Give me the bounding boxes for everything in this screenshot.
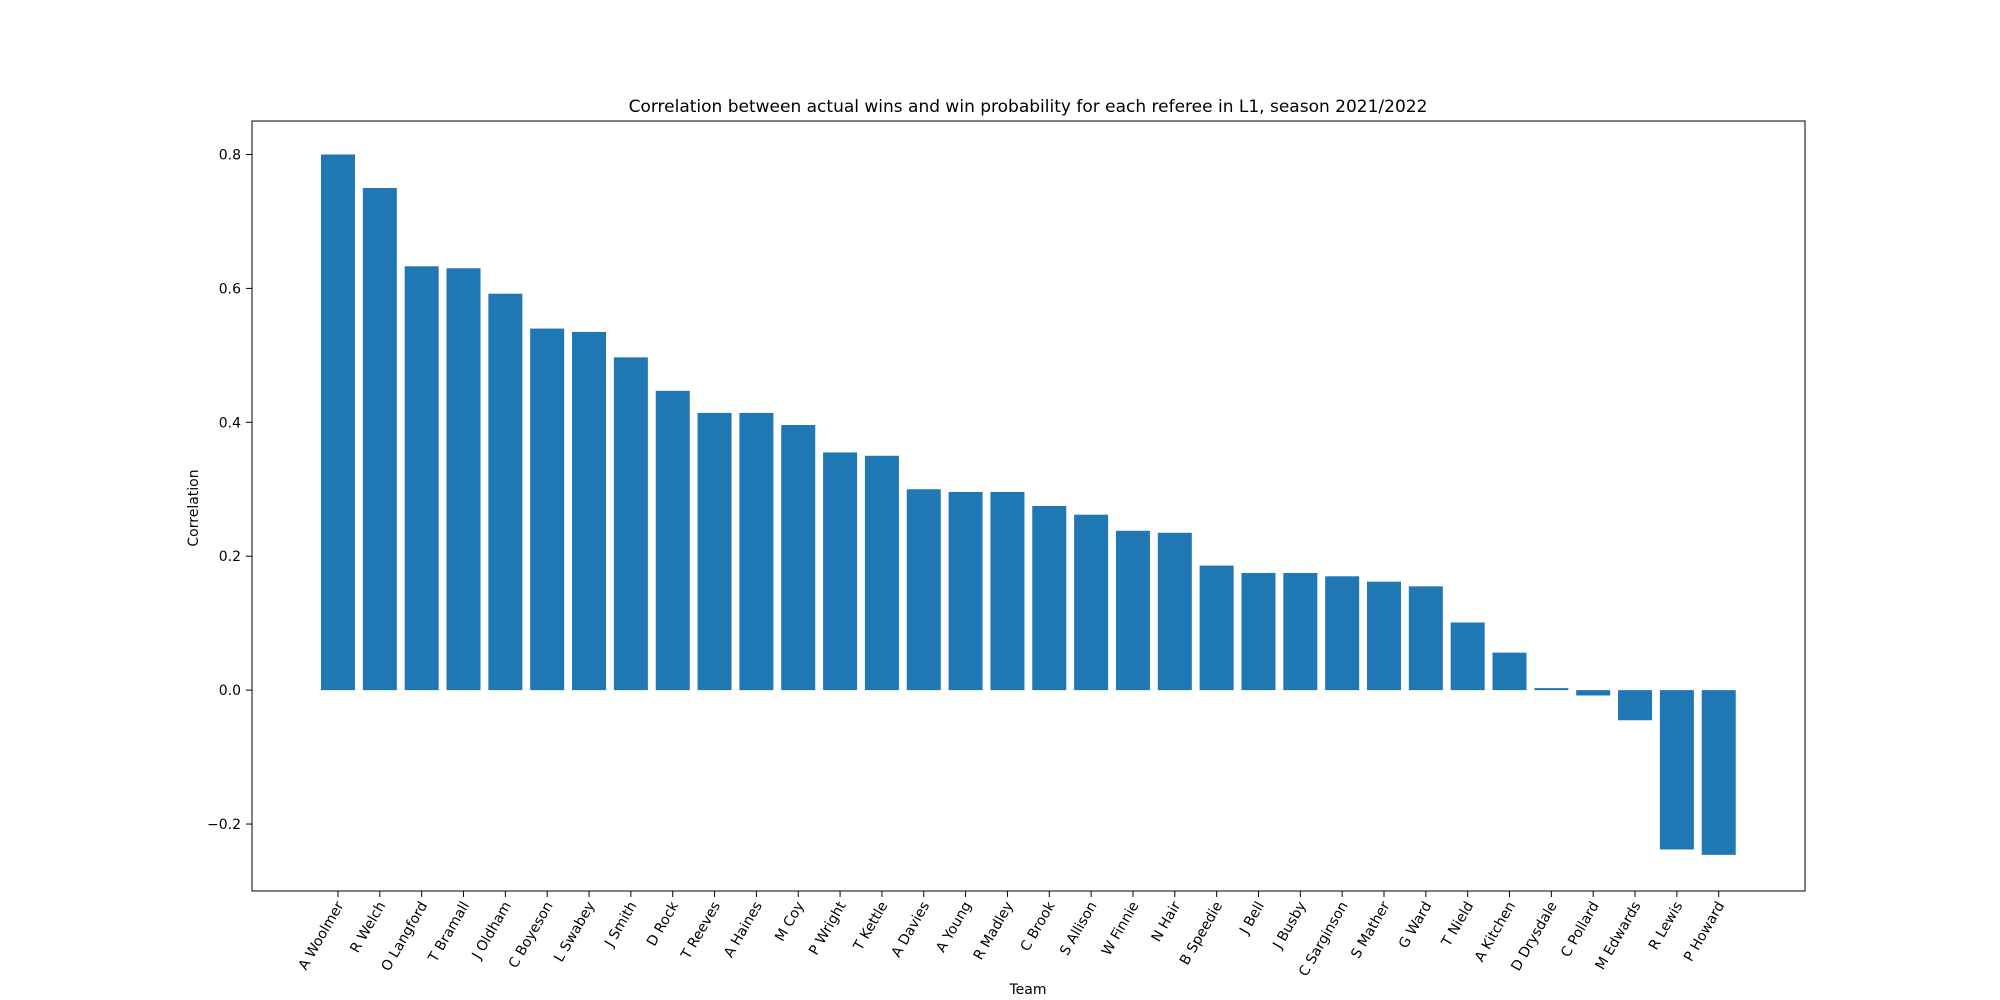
- x-tick-label-13: T Kettle: [850, 899, 891, 954]
- x-tick-label-27: T Nield: [1438, 899, 1477, 950]
- x-tick-label-32: R Lewis: [1646, 899, 1686, 953]
- bar-23: [1283, 572, 1318, 691]
- bar-25: [1367, 581, 1401, 691]
- bar-22: [1241, 572, 1276, 691]
- bar-28: [1492, 652, 1527, 691]
- bar-33: [1701, 690, 1736, 855]
- plot-frame: [251, 120, 1806, 892]
- bar-16: [990, 491, 1025, 691]
- x-tick-label-17: C Brook: [1018, 898, 1060, 954]
- bar-27: [1450, 622, 1485, 691]
- x-tick-label-33: P Howard: [1681, 899, 1728, 965]
- bar-1: [362, 187, 397, 691]
- chart-title: Correlation between actual wins and win …: [629, 97, 1428, 117]
- x-tick-label-8: D Rock: [644, 898, 683, 949]
- x-tick-label-0: A Woolmer: [296, 899, 348, 973]
- x-tick-label-9: T Reeves: [678, 899, 724, 963]
- bar-14: [906, 489, 941, 691]
- x-tick-label-14: A Davies: [889, 899, 934, 960]
- bar-31: [1618, 690, 1653, 721]
- bar-29: [1534, 688, 1569, 691]
- bar-11: [781, 424, 816, 691]
- bar-0: [321, 154, 355, 691]
- bar-21: [1199, 565, 1234, 691]
- bar-19: [1115, 530, 1150, 691]
- x-tick-label-26: G Ward: [1396, 899, 1435, 951]
- x-tick-label-12: P Wright: [806, 899, 850, 959]
- bar-6: [572, 331, 607, 691]
- y-tick-label-4: 0.6: [219, 281, 241, 297]
- x-tick-label-6: L Swabey: [551, 899, 598, 965]
- bar-5: [530, 328, 565, 691]
- x-tick-label-10: A Haines: [721, 899, 766, 961]
- x-tick-label-4: J Oldham: [469, 899, 515, 963]
- bar-17: [1032, 506, 1067, 691]
- bar-13: [864, 455, 899, 691]
- x-tick-label-21: B Speedie: [1177, 899, 1226, 968]
- x-axis-label: Team: [1008, 982, 1046, 998]
- bar-9: [697, 412, 732, 691]
- x-tick-label-20: N Hair: [1149, 899, 1185, 945]
- bar-20: [1157, 532, 1192, 691]
- x-tick-label-16: R Madley: [971, 899, 1017, 963]
- bar-26: [1408, 586, 1443, 691]
- bar-30: [1576, 690, 1611, 696]
- bars-group: [321, 154, 1736, 855]
- y-tick-label-5: 0.8: [219, 147, 241, 163]
- x-tick-label-3: T Bramall: [425, 899, 473, 966]
- x-tick-label-5: C Boyeson: [506, 899, 557, 971]
- x-tick-label-30: C Pollard: [1558, 899, 1603, 960]
- x-tick-label-28: A Kitchen: [1472, 899, 1519, 965]
- y-axis: −0.2 0.0 0.2 0.4 0.6 0.8: [207, 147, 252, 833]
- x-tick-label-23: J Busby: [1270, 899, 1310, 952]
- bar-10: [739, 412, 774, 691]
- bar-12: [823, 452, 858, 691]
- x-tick-label-11: M Coy: [772, 899, 807, 944]
- x-tick-label-18: S Allison: [1057, 899, 1101, 958]
- bar-18: [1074, 514, 1109, 691]
- bar-2: [404, 266, 439, 691]
- y-tick-label-1: 0.0: [219, 683, 241, 699]
- bar-4: [488, 293, 523, 691]
- x-tick-label-22: J Bell: [1236, 899, 1268, 938]
- bar-24: [1325, 576, 1360, 691]
- y-tick-label-3: 0.4: [219, 415, 241, 431]
- x-tick-label-19: W Finnie: [1099, 899, 1143, 959]
- bar-3: [446, 268, 481, 691]
- bar-32: [1659, 690, 1694, 850]
- y-tick-label-0: −0.2: [207, 817, 241, 833]
- x-tick-label-7: J Smith: [601, 899, 640, 951]
- y-tick-label-2: 0.2: [219, 549, 241, 565]
- x-tick-label-25: S Mather: [1348, 899, 1393, 962]
- x-tick-label-15: A Young: [933, 899, 975, 955]
- bar-8: [655, 390, 690, 691]
- x-tick-label-1: R Welch: [347, 899, 389, 956]
- y-axis-label: Correlation: [186, 469, 202, 546]
- bar-7: [613, 357, 648, 691]
- bar-15: [948, 491, 983, 691]
